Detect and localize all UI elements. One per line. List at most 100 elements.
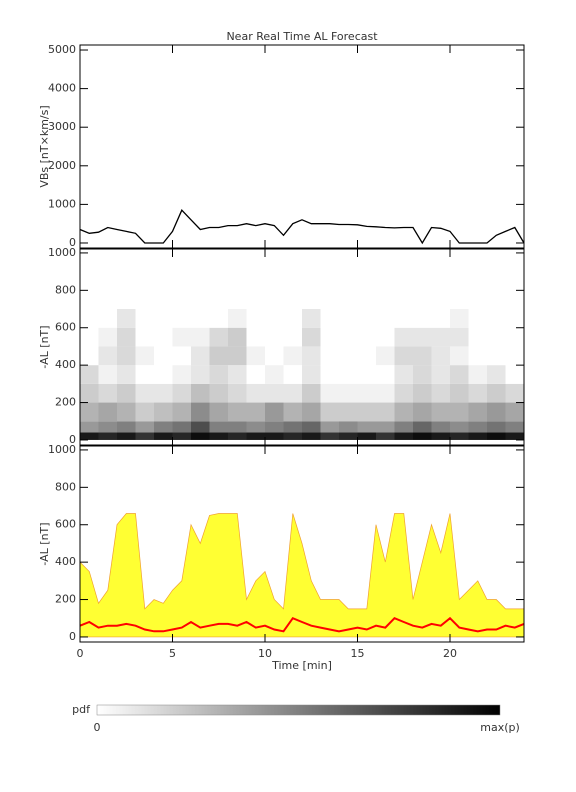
pdf-cell [468,365,487,384]
pdf-cell [505,327,524,347]
pdf-cell [302,365,321,384]
pdf-cell [209,309,228,328]
pdf-cell [505,402,524,422]
pdf-cell [394,309,413,328]
pdf-cell [357,365,376,384]
pdf-cell [283,421,302,433]
pdf-cell [468,402,487,422]
panel [79,513,525,638]
pdf-cell [394,402,413,422]
y-tick-label: 0 [69,236,76,249]
chart-title: Near Real Time AL Forecast [226,30,378,43]
pdf-cell [117,421,136,433]
x-tick-label: 10 [258,647,272,660]
pdf-cell [265,402,284,422]
pdf-cell [228,432,247,440]
y-tick-label: 4000 [48,82,76,95]
pdf-cell [154,365,173,384]
x-tick-label: 20 [443,647,457,660]
pdf-cell [209,383,228,403]
pdf-cell [339,402,358,422]
pdf-cell [487,309,506,328]
pdf-cell [98,327,117,347]
pdf-cell [172,346,191,366]
pdf-cell [376,432,395,440]
pdf-cell [357,327,376,347]
y-axis-label: -AL [nT] [38,522,51,565]
pdf-cell [357,346,376,366]
pdf-cell [431,365,450,384]
pdf-cell [505,346,524,366]
pdf-cell [468,346,487,366]
pdf-cell [98,365,117,384]
pdf-cell [320,327,339,347]
pdf-cell [135,383,154,403]
pdf-cell [98,421,117,433]
pdf-cell [154,309,173,328]
pdf-cell [191,327,210,347]
pdf-cell [394,327,413,347]
pdf-cell [154,421,173,433]
pdf-cell [98,346,117,366]
pdf-cell [394,365,413,384]
pdf-cell [413,309,432,328]
pdf-cell [283,346,302,366]
pdf-cell [320,421,339,433]
pdf-cell [339,383,358,403]
y-axis-label: VBs [nT×km/s] [38,105,51,187]
pdf-cell [487,402,506,422]
pdf-cell [376,402,395,422]
pdf-cell [487,432,506,440]
pdf-cell [339,309,358,328]
pdf-cell [394,432,413,440]
pdf-cell [135,402,154,422]
pdf-cell [80,402,99,422]
pdf-cell [135,421,154,433]
y-tick-label: 200 [55,593,76,606]
pdf-cell [431,421,450,433]
pdf-cell [376,421,395,433]
pdf-cell [450,402,469,422]
pdf-cell [357,402,376,422]
axes-frame [79,44,525,249]
pdf-cell [487,327,506,347]
pdf-cell [98,432,117,440]
pdf-cell [209,402,228,422]
y-tick-label: 600 [55,321,76,334]
pdf-cell [80,421,99,433]
pdf-cell [302,309,321,328]
pdf-cell [80,327,99,347]
pdf-cell [246,365,265,384]
pdf-cell [209,346,228,366]
x-tick-label: 0 [77,647,84,660]
y-tick-label: 800 [55,480,76,493]
pdf-cell [450,365,469,384]
pdf-cell [468,432,487,440]
pdf-cell [394,346,413,366]
pdf-cell [283,432,302,440]
colorbar-label: pdf [72,703,91,716]
pdf-cell [450,309,469,328]
pdf-cell [265,309,284,328]
pdf-cell [154,327,173,347]
pdf-cell [154,402,173,422]
pdf-cell [302,383,321,403]
pdf-cell [320,402,339,422]
pdf-cell [376,346,395,366]
pdf-cell [413,402,432,422]
pdf-cell [302,402,321,422]
axes-frame [79,445,525,643]
pdf-cell [228,402,247,422]
pdf-cell [265,365,284,384]
pdf-cell [283,327,302,347]
pdf-cell [450,432,469,440]
y-tick-label: 400 [55,555,76,568]
y-tick-label: 0 [69,433,76,446]
y-tick-label: 1000 [48,197,76,210]
pdf-cell [228,365,247,384]
pdf-cell [80,346,99,366]
pdf-cell [135,365,154,384]
panel [80,309,524,440]
pdf-cell [265,421,284,433]
